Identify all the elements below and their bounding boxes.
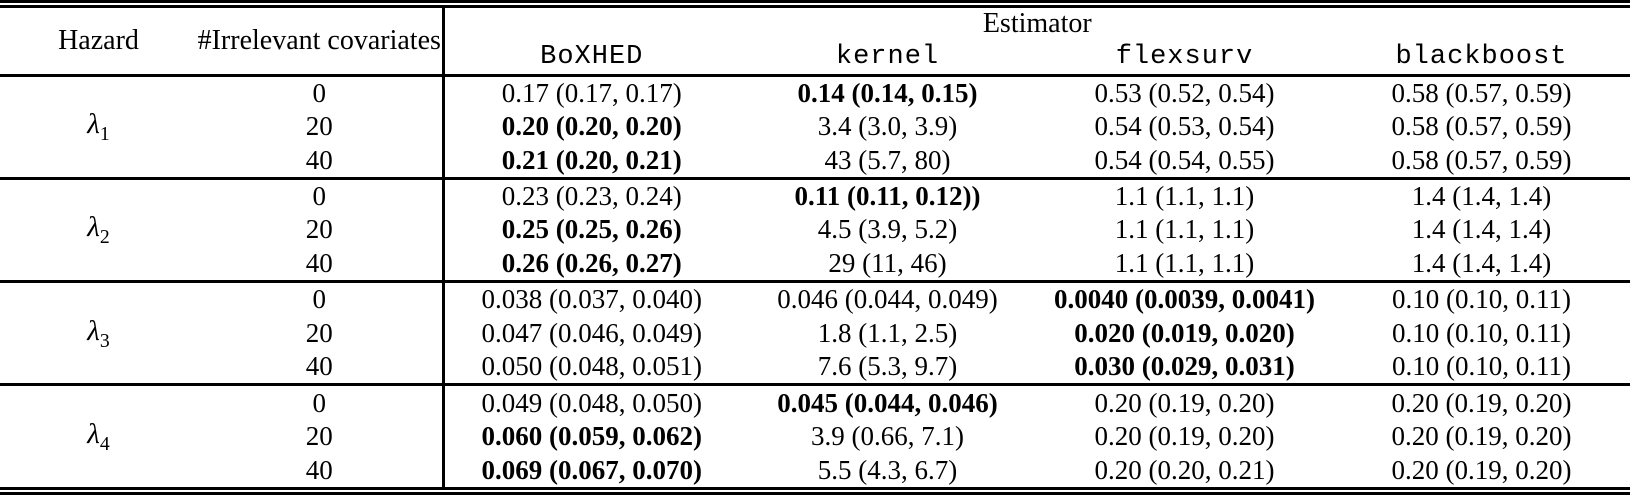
covariate-count-cell: 20 — [305, 317, 333, 348]
estimate-cell: 0.20 (0.19, 0.20) — [1094, 387, 1275, 418]
estimate-cell: 1.4 (1.4, 1.4) — [1333, 246, 1630, 284]
table-row: 40 0.069 (0.067, 0.070) 5.5 (4.3, 6.7) 0.20… — [0, 453, 1630, 493]
estimate-cell: 0.10 (0.10, 0.11) — [1333, 349, 1630, 387]
estimate-cell: 0.53 (0.52, 0.54) — [1094, 77, 1275, 108]
estimator-group-header: Estimator — [441, 4, 1630, 41]
estimate-cell: 0.050 (0.048, 0.051) — [441, 349, 739, 387]
estimate-cell: 0.069 (0.067, 0.070) — [441, 453, 739, 493]
estimator-column-header-blackboost: blackboost — [1333, 41, 1630, 77]
hazard-cell: λ4 — [0, 384, 197, 493]
table-row: 20 0.25 (0.25, 0.26) 4.5 (3.9, 5.2) 1.1 (1.… — [0, 213, 1630, 247]
hazard-cell: λ1 — [0, 75, 197, 180]
lambda-symbol: λ — [87, 417, 100, 450]
lambda-subscript: 4 — [99, 432, 110, 455]
lambda-symbol: λ — [87, 211, 100, 244]
estimate-cell: 0.21 (0.20, 0.21) — [441, 143, 739, 180]
table-row: 40 0.26 (0.26, 0.27) 29 (11, 46) 1.1 (1.1, … — [0, 246, 1630, 284]
estimate-cell: 0.038 (0.037, 0.040) — [441, 281, 739, 317]
table-row: λ1 0 0.17 (0.17, 0.17) 0.14 (0.14, 0.15) 0.5… — [0, 75, 1630, 180]
estimate-cell: 0.58 (0.57, 0.59) — [1333, 143, 1630, 180]
lambda-subscript: 1 — [99, 122, 110, 145]
estimate-cell: 0.23 (0.23, 0.24) — [441, 178, 739, 214]
estimate-cell: 0.20 (0.19, 0.20) — [1391, 387, 1572, 418]
table-row: 20 0.20 (0.20, 0.20) 3.4 (3.0, 3.9) 0.54 (0… — [0, 109, 1630, 144]
estimator-column-header-boxhed: BoXHED — [441, 41, 739, 77]
estimate-cell: 0.11 (0.11, 0.12)) — [794, 181, 981, 211]
table-row: 40 0.050 (0.048, 0.051) 7.6 (5.3, 9.7) 0.03… — [0, 349, 1630, 387]
estimate-cell: 1.4 (1.4, 1.4) — [1411, 214, 1552, 245]
covariate-count-cell: 0 — [312, 284, 327, 315]
estimate-cell: 0.17 (0.17, 0.17) — [441, 75, 739, 110]
table-row: λ2 0 0.23 (0.23, 0.24) 0.11 (0.11, 0.12)) 1.… — [0, 178, 1630, 284]
estimate-cell: 43 (5.7, 80) — [739, 143, 1036, 180]
estimate-cell: 0.54 (0.54, 0.55) — [1036, 143, 1333, 180]
estimate-cell: 0.046 (0.044, 0.049) — [777, 284, 998, 315]
lambda-subscript: 3 — [99, 329, 110, 352]
estimate-cell: 0.049 (0.048, 0.050) — [441, 384, 739, 420]
table-body: λ1 0 0.17 (0.17, 0.17) 0.14 (0.14, 0.15) 0.5… — [0, 75, 1630, 493]
estimate-cell: 0.10 (0.10, 0.11) — [1392, 317, 1571, 348]
estimate-cell: 0.20 (0.19, 0.20) — [1094, 421, 1275, 452]
estimator-column-header-kernel: kernel — [739, 41, 1036, 77]
covariate-count-cell: 40 — [197, 349, 443, 387]
estimate-cell: 0.10 (0.10, 0.11) — [1392, 284, 1571, 315]
estimate-cell: 0.58 (0.57, 0.59) — [1391, 111, 1572, 142]
estimate-cell: 4.5 (3.9, 5.2) — [817, 214, 958, 245]
estimate-cell: 0.045 (0.044, 0.046) — [777, 387, 998, 418]
covariate-count-cell: 0 — [312, 387, 327, 418]
estimate-cell: 1.8 (1.1, 2.5) — [817, 317, 958, 348]
hazard-cell: λ2 — [0, 178, 197, 284]
estimate-cell: 0.20 (0.19, 0.20) — [1333, 453, 1630, 493]
estimate-cell: 0.25 (0.25, 0.26) — [441, 213, 739, 247]
estimate-cell: 5.5 (4.3, 6.7) — [739, 453, 1036, 493]
estimate-cell: 0.58 (0.57, 0.59) — [1391, 77, 1572, 108]
estimate-cell: 3.9 (0.66, 7.1) — [811, 421, 964, 452]
covariate-count-cell: 40 — [197, 246, 443, 284]
estimate-cell: 0.20 (0.20, 0.20) — [441, 109, 739, 144]
estimate-cell: 0.030 (0.029, 0.031) — [1036, 349, 1333, 387]
covariate-count-cell: 20 — [305, 214, 333, 245]
hazard-column-header: Hazard — [0, 4, 197, 77]
table-header: Hazard #Irrelevant covariates Estimator … — [0, 4, 1630, 77]
table-row: λ4 0 0.049 (0.048, 0.050) 0.045 (0.044, 0.0… — [0, 384, 1630, 493]
estimate-cell: 0.26 (0.26, 0.27) — [441, 246, 739, 284]
estimate-cell: 0.060 (0.059, 0.062) — [441, 419, 739, 454]
irrelevant-covariates-column-header: #Irrelevant covariates — [197, 4, 443, 77]
estimate-cell: 1.1 (1.1, 1.1) — [1114, 181, 1255, 211]
estimator-column-header-flexsurv: flexsurv — [1036, 41, 1333, 77]
covariate-count-cell: 40 — [197, 143, 443, 180]
hazard-cell: λ3 — [0, 281, 197, 387]
table-row: λ3 0 0.038 (0.037, 0.040) 0.046 (0.044, 0.0… — [0, 281, 1630, 387]
estimate-cell: 1.4 (1.4, 1.4) — [1411, 181, 1552, 211]
estimate-cell: 0.0040 (0.0039, 0.0041) — [1054, 284, 1315, 315]
estimate-cell: 3.4 (3.0, 3.9) — [817, 111, 958, 142]
estimate-cell: 1.1 (1.1, 1.1) — [1114, 214, 1255, 245]
estimate-cell: 0.54 (0.53, 0.54) — [1094, 111, 1275, 142]
covariate-count-cell: 40 — [197, 453, 443, 493]
estimate-cell: 0.20 (0.20, 0.21) — [1036, 453, 1333, 493]
estimate-cell: 0.14 (0.14, 0.15) — [797, 77, 978, 108]
covariate-count-cell: 0 — [312, 181, 327, 211]
covariate-count-cell: 20 — [305, 111, 333, 142]
estimate-cell: 29 (11, 46) — [739, 246, 1036, 284]
table-row: 20 0.060 (0.059, 0.062) 3.9 (0.66, 7.1) 0.2… — [0, 419, 1630, 454]
estimate-cell: 1.1 (1.1, 1.1) — [1036, 246, 1333, 284]
estimate-cell: 7.6 (5.3, 9.7) — [739, 349, 1036, 387]
covariate-count-cell: 0 — [312, 77, 327, 108]
lambda-symbol: λ — [87, 107, 100, 140]
header-row-estimators: BoXHED kernel flexsurv blackboost — [0, 41, 1630, 77]
covariate-count-cell: 20 — [305, 421, 333, 452]
header-row-top: Hazard #Irrelevant covariates Estimator — [0, 4, 1630, 77]
lambda-symbol: λ — [87, 314, 100, 347]
table-row: 40 0.21 (0.20, 0.21) 43 (5.7, 80) 0.54 (0.5… — [0, 143, 1630, 180]
estimate-cell: 0.020 (0.019, 0.020) — [1074, 317, 1295, 348]
estimate-cell: 0.20 (0.19, 0.20) — [1391, 421, 1572, 452]
table-row: 20 0.047 (0.046, 0.049) 1.8 (1.1, 2.5) 0.02… — [0, 316, 1630, 350]
estimate-cell: 0.047 (0.046, 0.049) — [441, 316, 739, 350]
lambda-subscript: 2 — [99, 226, 110, 248]
